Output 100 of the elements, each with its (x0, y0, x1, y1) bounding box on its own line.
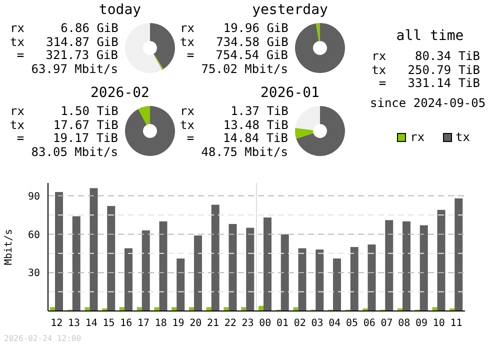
text: rx 1.37 TiB (180, 104, 288, 118)
legend-label: rx (410, 130, 425, 144)
x-tick-label: 11 (450, 318, 462, 330)
text: all time (395, 28, 465, 44)
x-tick-label: 16 (120, 318, 132, 330)
bar (124, 248, 132, 311)
text: 75.02 Mbit/s (200, 62, 288, 76)
bar (264, 218, 272, 311)
donut-slice (125, 106, 175, 156)
donut-slice (296, 106, 345, 156)
bar (293, 307, 298, 311)
bar (350, 247, 358, 311)
text: rx 80.34 TiB (370, 49, 480, 64)
x-tick-label: 05 (346, 318, 358, 330)
x-tick-label: 18 (154, 318, 167, 330)
bar (172, 307, 177, 311)
bar (159, 221, 168, 311)
x-tick-label: 13 (68, 318, 80, 330)
donut-slice (138, 106, 150, 125)
text: tx 734.58 GiB (180, 34, 288, 49)
bar (368, 244, 376, 311)
text: tx 314.87 GiB (10, 34, 118, 49)
donut-slice (316, 23, 320, 42)
bar (246, 228, 254, 311)
text: tx 17.67 TiB (10, 118, 118, 132)
x-tick-label: 14 (85, 318, 98, 330)
donut-slice (295, 128, 314, 139)
chart-title: today (98, 2, 142, 18)
text: tx 250.79 TiB (370, 62, 480, 77)
bar (142, 230, 150, 311)
bar (224, 307, 229, 311)
bar (241, 307, 246, 311)
x-tick-label: 07 (380, 318, 393, 330)
text: = 754.54 GiB (186, 48, 288, 62)
bar (136, 307, 142, 311)
x-tick-label: 21 (207, 318, 220, 330)
x-tick-label: 19 (172, 318, 184, 330)
bar (316, 250, 324, 311)
x-tick-label: 10 (432, 318, 445, 330)
bar (84, 307, 90, 311)
text: rx 1.50 TiB (10, 104, 118, 118)
bar (50, 307, 55, 311)
chart-title: yesterday (251, 2, 329, 18)
donut-slice (125, 23, 162, 73)
bar (437, 210, 446, 311)
bar (194, 235, 202, 311)
text: = 331.14 TiB (378, 76, 480, 90)
x-tick-label: 23 (242, 318, 254, 330)
y-tick-label: 30 (28, 268, 40, 280)
text: tx 13.48 TiB (180, 118, 288, 132)
text: = 19.17 TiB (16, 131, 118, 146)
x-tick-label: 20 (190, 318, 202, 330)
x-tick-label: 12 (50, 318, 63, 330)
x-tick-label: 02 (294, 318, 306, 330)
x-tick-label: 22 (224, 318, 236, 330)
bar (333, 258, 341, 311)
bar (432, 307, 438, 311)
legend-label: tx (456, 130, 470, 144)
text: = 14.84 TiB (186, 131, 288, 146)
bar (206, 307, 212, 311)
text: since 2024-09-05 (370, 96, 486, 110)
bar (420, 225, 428, 311)
text: 83.05 Mbit/s (30, 144, 118, 159)
text: rx 6.86 GiB (10, 21, 118, 36)
chart-title: 2026-01 (259, 85, 320, 101)
bar (454, 198, 463, 311)
chart-title: 2026-02 (89, 85, 150, 101)
bar (189, 307, 194, 311)
bar (298, 248, 306, 311)
x-tick-label: 17 (138, 318, 150, 330)
bar (90, 188, 98, 311)
bar (280, 234, 289, 311)
x-tick-label: 00 (259, 318, 272, 330)
donut-slice (150, 23, 175, 70)
bar (385, 220, 394, 311)
bar (72, 216, 80, 311)
text: 48.75 Mbit/s (200, 144, 288, 159)
x-tick-label: 01 (276, 318, 289, 330)
y-tick-label: 60 (28, 230, 40, 241)
bar (176, 258, 185, 311)
bar (211, 204, 220, 311)
bar (55, 192, 63, 311)
y-axis-title: Mbit/s (4, 228, 15, 266)
text: rx 19.96 GiB (180, 21, 288, 36)
text: 63.97 Mbit/s (30, 62, 118, 76)
x-tick-label: 04 (328, 318, 341, 330)
bar (228, 224, 237, 311)
y-tick-label: 90 (28, 191, 40, 202)
bar (120, 307, 124, 311)
x-tick-label: 09 (416, 318, 428, 330)
bar (402, 221, 410, 311)
text: = 321.73 GiB (16, 48, 118, 62)
x-tick-label: 08 (398, 318, 410, 330)
x-tick-label: 03 (311, 318, 324, 330)
bar (154, 307, 160, 311)
x-tick-label: 06 (363, 318, 376, 330)
donut-slice (153, 54, 164, 70)
donut-slice (295, 23, 345, 73)
bar (107, 206, 116, 311)
donut-slice (295, 106, 320, 130)
